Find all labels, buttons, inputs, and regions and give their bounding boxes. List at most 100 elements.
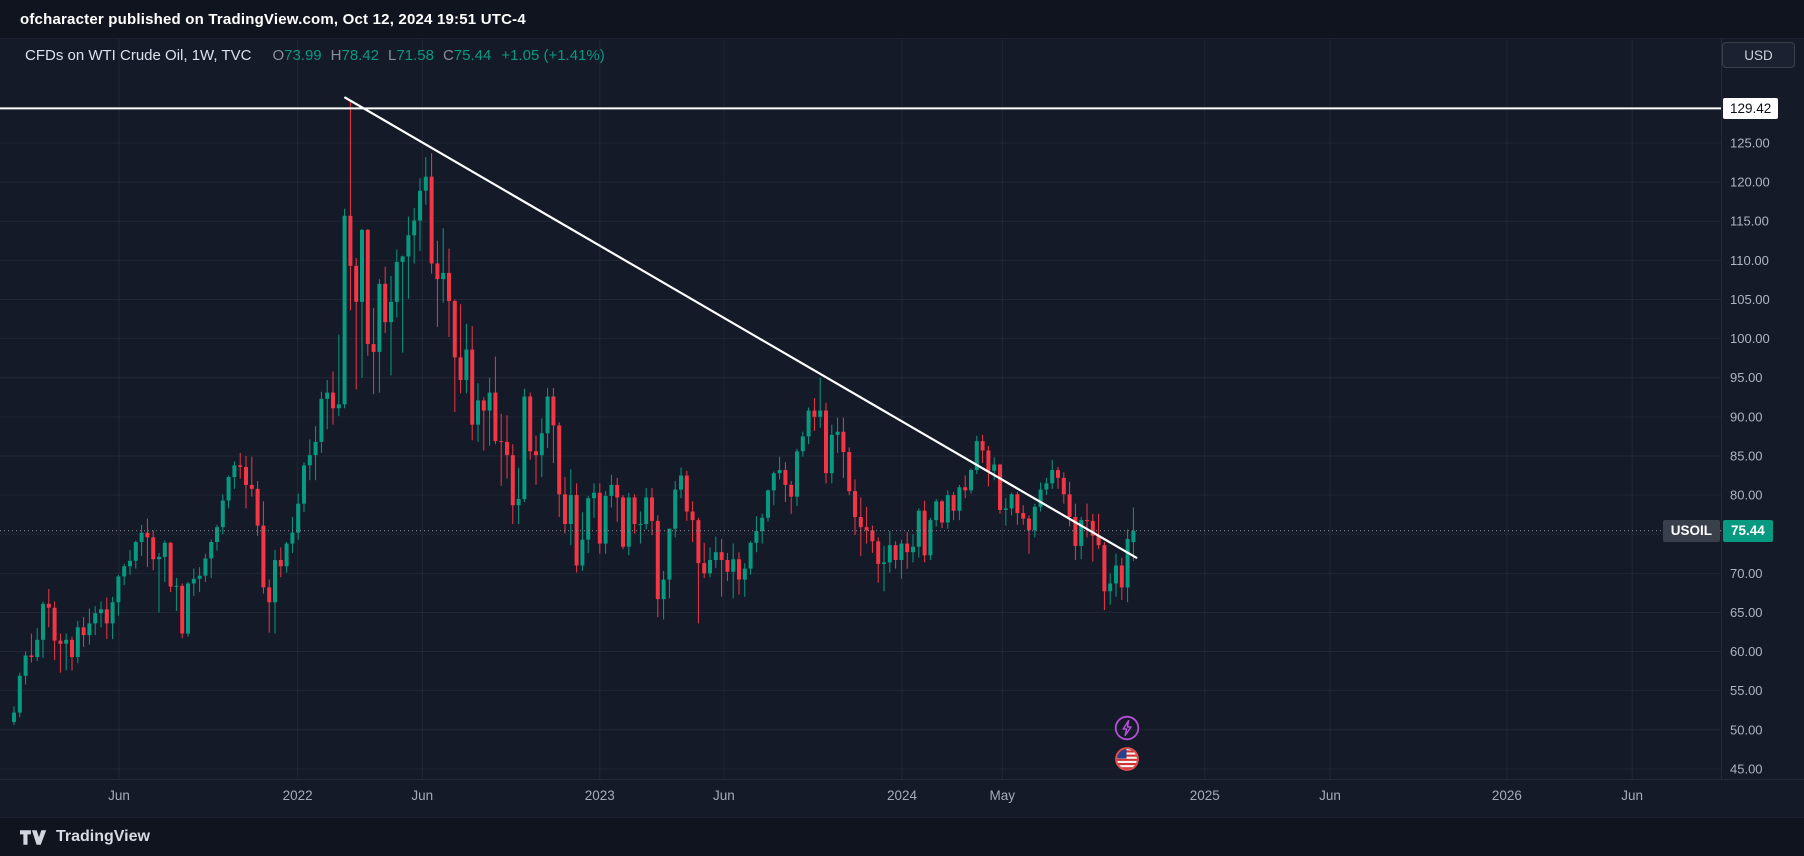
candle[interactable] bbox=[795, 448, 799, 507]
candle[interactable] bbox=[725, 552, 730, 582]
candle[interactable] bbox=[835, 417, 840, 453]
candle[interactable] bbox=[615, 477, 620, 522]
candle[interactable] bbox=[93, 606, 98, 636]
candle[interactable] bbox=[232, 461, 237, 489]
boost-lightning-icon[interactable] bbox=[1114, 715, 1140, 741]
candle[interactable] bbox=[644, 488, 649, 530]
candle[interactable] bbox=[574, 483, 579, 573]
candle[interactable] bbox=[754, 516, 759, 553]
candle[interactable] bbox=[464, 323, 469, 394]
candle[interactable] bbox=[522, 388, 527, 503]
currency-toggle-button[interactable]: USD bbox=[1722, 42, 1795, 68]
candle[interactable] bbox=[1044, 477, 1049, 496]
candle[interactable] bbox=[17, 672, 22, 718]
candle[interactable] bbox=[145, 518, 150, 568]
candle[interactable] bbox=[371, 308, 376, 395]
candle[interactable] bbox=[215, 524, 219, 551]
candle[interactable] bbox=[696, 517, 701, 624]
candle[interactable] bbox=[1090, 513, 1095, 562]
candle[interactable] bbox=[302, 462, 306, 513]
candle[interactable] bbox=[1056, 466, 1060, 489]
candle[interactable] bbox=[128, 549, 132, 575]
candle[interactable] bbox=[673, 480, 678, 538]
candle[interactable] bbox=[661, 570, 666, 620]
candle[interactable] bbox=[29, 633, 34, 663]
candle[interactable] bbox=[87, 608, 92, 645]
candle[interactable] bbox=[684, 470, 689, 521]
candle[interactable] bbox=[824, 402, 828, 484]
candle[interactable] bbox=[928, 517, 933, 561]
candle[interactable] bbox=[893, 541, 898, 569]
candle[interactable] bbox=[122, 563, 127, 586]
candle[interactable] bbox=[151, 530, 156, 571]
candle[interactable] bbox=[1038, 482, 1043, 512]
candle[interactable] bbox=[209, 539, 214, 579]
candle[interactable] bbox=[887, 531, 892, 573]
candle[interactable] bbox=[800, 431, 805, 457]
candle[interactable] bbox=[539, 418, 544, 478]
candle[interactable] bbox=[1102, 542, 1107, 611]
candle[interactable] bbox=[290, 516, 295, 553]
candle[interactable] bbox=[273, 549, 277, 634]
descending-trendline[interactable] bbox=[344, 96, 1138, 559]
candle[interactable] bbox=[476, 383, 480, 442]
candle[interactable] bbox=[597, 483, 602, 554]
candle[interactable] bbox=[255, 480, 260, 536]
candle[interactable] bbox=[1061, 472, 1066, 504]
candle[interactable] bbox=[742, 563, 747, 597]
candle[interactable] bbox=[400, 255, 405, 353]
candle[interactable] bbox=[249, 456, 254, 497]
candle[interactable] bbox=[52, 601, 57, 661]
candle[interactable] bbox=[1027, 515, 1031, 554]
candle[interactable] bbox=[1079, 516, 1084, 560]
candle[interactable] bbox=[139, 524, 144, 557]
candle[interactable] bbox=[592, 483, 596, 518]
candle[interactable] bbox=[35, 628, 40, 661]
candle[interactable] bbox=[197, 567, 202, 593]
candle[interactable] bbox=[331, 371, 335, 425]
candle[interactable] bbox=[220, 494, 225, 535]
candle[interactable] bbox=[621, 495, 625, 550]
candle[interactable] bbox=[133, 540, 138, 569]
candle[interactable] bbox=[534, 435, 538, 485]
candle[interactable] bbox=[731, 543, 736, 599]
candle[interactable] bbox=[1009, 492, 1014, 516]
candle[interactable] bbox=[418, 178, 422, 251]
candle[interactable] bbox=[702, 542, 707, 579]
symbol-description[interactable]: CFDs on WTI Crude Oil, 1W, TVC bbox=[25, 47, 252, 64]
candle[interactable] bbox=[748, 541, 753, 575]
candle[interactable] bbox=[969, 468, 973, 494]
candle[interactable] bbox=[389, 276, 393, 376]
candle[interactable] bbox=[458, 304, 463, 394]
candle[interactable] bbox=[110, 596, 115, 640]
candle[interactable] bbox=[818, 377, 823, 428]
candle[interactable] bbox=[766, 489, 770, 522]
candle[interactable] bbox=[609, 474, 614, 508]
candle[interactable] bbox=[847, 447, 852, 496]
candle[interactable] bbox=[1021, 505, 1026, 525]
candle[interactable] bbox=[325, 380, 330, 430]
candle[interactable] bbox=[713, 536, 718, 568]
candle[interactable] bbox=[783, 462, 788, 503]
candle[interactable] bbox=[1050, 459, 1055, 489]
candle[interactable] bbox=[1003, 498, 1008, 526]
candle[interactable] bbox=[429, 153, 434, 274]
candle[interactable] bbox=[499, 413, 504, 486]
candle[interactable] bbox=[980, 434, 985, 464]
candle[interactable] bbox=[650, 488, 654, 535]
price-chart[interactable]: 125.00 120.00 115.00 110.00 105.00 100.00 95.0… bbox=[0, 39, 1804, 817]
candle[interactable] bbox=[557, 422, 562, 517]
candle[interactable] bbox=[667, 528, 672, 599]
axes[interactable]: 125.00 120.00 115.00 110.00 105.00 100.00 95.0… bbox=[0, 39, 1804, 803]
candle[interactable] bbox=[951, 491, 956, 521]
candle[interactable] bbox=[365, 229, 370, 356]
candle[interactable] bbox=[1073, 503, 1078, 561]
candle[interactable] bbox=[441, 228, 446, 303]
candle[interactable] bbox=[313, 426, 318, 481]
candle[interactable] bbox=[1108, 573, 1113, 605]
candle[interactable] bbox=[841, 417, 846, 478]
candle[interactable] bbox=[679, 467, 683, 499]
candle[interactable] bbox=[632, 494, 637, 534]
candle[interactable] bbox=[603, 491, 608, 554]
candle[interactable] bbox=[545, 387, 550, 449]
